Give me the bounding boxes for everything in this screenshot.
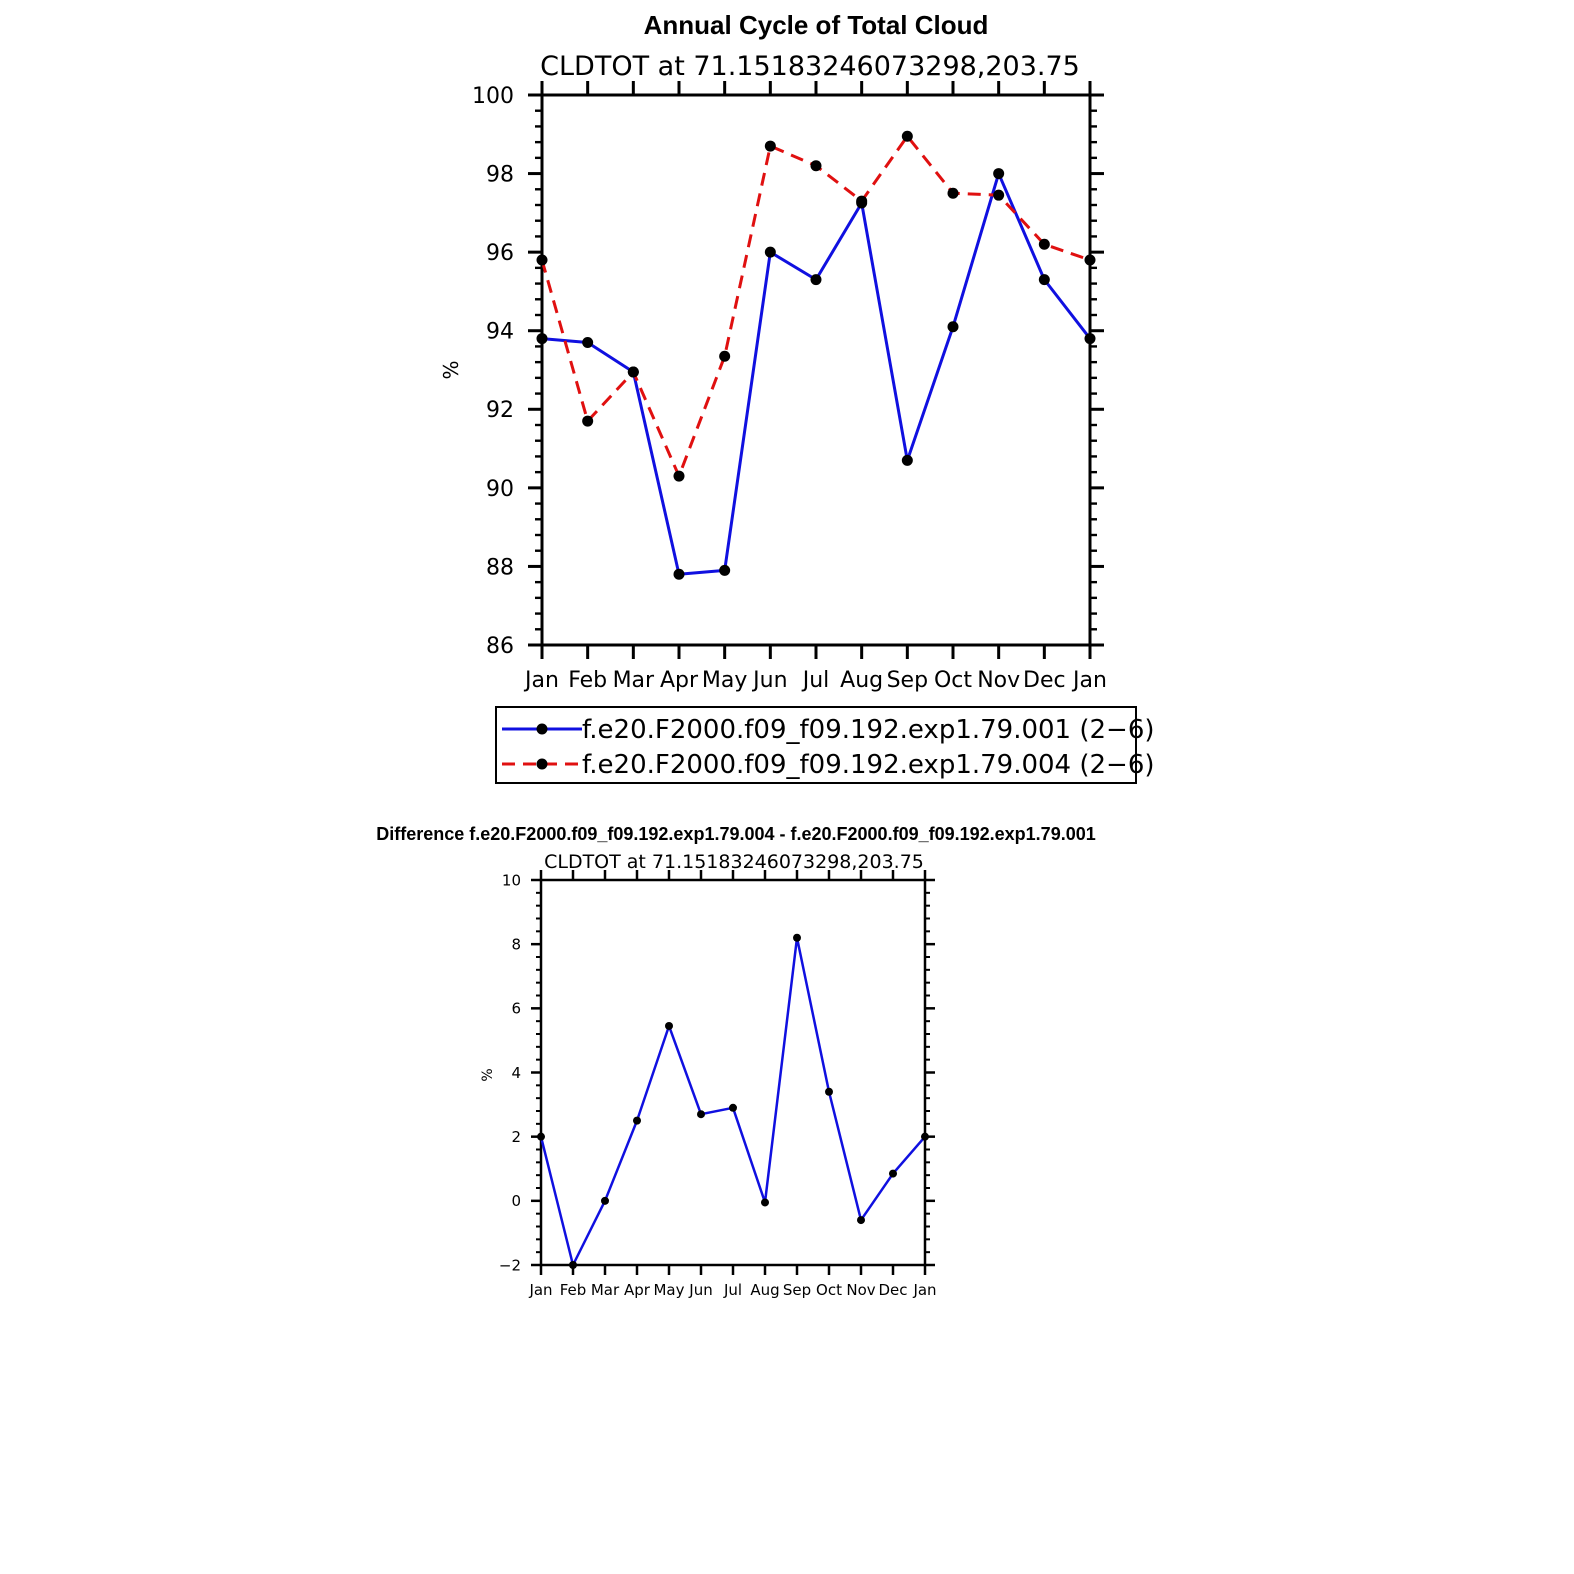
series-line-1 (539, 936, 926, 1267)
y-tick-label: 10 (502, 871, 521, 889)
plot-frame (539, 878, 927, 1267)
data-point-series-2 (901, 130, 913, 142)
x-tick-label: Jan (523, 668, 559, 693)
chart1-plot: Jan Feb Mar Apr May Jun Jul Aug Sep Oct Nov Dec Jan8… (472, 81, 1107, 693)
data-point-series-2 (673, 470, 685, 482)
x-tick-label: Oct (816, 1281, 842, 1299)
chart1-subtitle: CLDTOT at 71.15183246073298,203.75 (540, 51, 1080, 82)
data-point-series-2 (810, 160, 822, 172)
legend-label-series-2: f.e20.F2000.f09_f09.192.exp1.79.004 (2−6… (582, 750, 1155, 780)
data-point-series-2 (947, 187, 959, 199)
data-point-series-2 (764, 140, 776, 152)
x-tick-label: Nov (846, 1281, 875, 1299)
legend-label-series-1: f.e20.F2000.f09_f09.192.exp1.79.001 (2−6… (582, 715, 1155, 745)
chart2-plot: Jan Feb Mar Apr May Jun Jul Aug Sep Oct Nov Dec Jan−… (499, 870, 937, 1299)
data-point-series-2 (993, 189, 1005, 201)
x-tick-label: Oct (934, 668, 972, 693)
data-point-series-1 (889, 1169, 897, 1178)
chart2-title: Difference f.e20.F2000.f09_f09.192.exp1.… (376, 824, 1095, 844)
x-tick-label: Jul (801, 668, 830, 693)
data-point-series-1 (793, 933, 801, 942)
chart1-legend: f.e20.F2000.f09_f09.192.exp1.79.001 (2−6… (495, 706, 1155, 784)
y-tick-label: 2 (511, 1128, 521, 1146)
x-tick-label: Apr (660, 668, 699, 693)
x-tick-label: Nov (977, 668, 1020, 693)
x-tick-label: Jan (528, 1281, 552, 1299)
y-tick-label: 86 (486, 634, 514, 659)
data-point-series-1 (697, 1110, 705, 1119)
y-tick-label: 6 (511, 1000, 521, 1018)
data-point-series-1 (536, 333, 548, 345)
y-tick-label: 96 (486, 241, 514, 266)
data-point-series-1 (633, 1116, 641, 1125)
y-tick-label: 8 (511, 936, 521, 954)
chart2-ylabel: % (480, 1068, 496, 1081)
data-point-series-2 (1038, 238, 1050, 250)
data-point-series-1 (921, 1132, 929, 1141)
data-point-series-1 (537, 1132, 545, 1141)
x-tick-label: Sep (887, 668, 928, 693)
data-point-series-2 (582, 415, 594, 427)
legend-marker-series-2 (536, 758, 548, 770)
chart1-title: Annual Cycle of Total Cloud (644, 10, 989, 40)
data-point-series-1 (764, 246, 776, 258)
x-tick-label: Aug (750, 1281, 779, 1299)
x-tick-label: Aug (840, 668, 883, 693)
x-tick-label: Jan (912, 1281, 936, 1299)
data-point-series-1 (825, 1087, 833, 1096)
data-point-series-1 (569, 1261, 577, 1269)
x-tick-label: Dec (1023, 668, 1066, 693)
data-point-series-1 (729, 1103, 737, 1112)
data-point-series-2 (627, 366, 639, 378)
data-point-series-1 (1084, 333, 1096, 345)
y-tick-label: 90 (486, 477, 514, 502)
y-tick-label: −2 (499, 1256, 521, 1274)
x-tick-label: Dec (878, 1281, 907, 1299)
x-tick-label: May (702, 668, 747, 693)
y-tick-label: 98 (486, 162, 514, 187)
x-tick-label: Jun (751, 668, 787, 693)
y-tick-label: 4 (511, 1064, 521, 1082)
data-point-series-1 (665, 1021, 673, 1030)
data-point-series-1 (601, 1196, 609, 1205)
data-point-series-1 (582, 337, 594, 348)
x-tick-label: Jan (1071, 668, 1107, 693)
chart1-ylabel: % (439, 360, 463, 379)
data-point-series-1 (901, 454, 913, 466)
x-tick-label: May (653, 1281, 684, 1299)
x-tick-label: Jun (688, 1281, 712, 1299)
y-tick-label: 88 (486, 555, 514, 580)
y-tick-label: 100 (472, 84, 514, 109)
series-line-2 (540, 134, 1091, 478)
data-point-series-2 (856, 195, 868, 207)
x-tick-label: Feb (560, 1281, 587, 1299)
data-point-series-1 (719, 564, 731, 576)
x-tick-label: Sep (783, 1281, 811, 1299)
y-tick-label: 0 (511, 1192, 521, 1210)
series-line-1 (541, 172, 1092, 576)
plot-frame (540, 93, 1092, 647)
data-point-series-2 (536, 254, 548, 266)
x-tick-label: Mar (613, 668, 655, 693)
data-point-series-1 (993, 168, 1005, 180)
data-point-series-1 (857, 1216, 865, 1225)
y-tick-label: 92 (486, 398, 514, 423)
data-point-series-1 (810, 274, 822, 286)
data-point-series-1 (947, 321, 959, 333)
chart2-subtitle: CLDTOT at 71.15183246073298,203.75 (544, 851, 924, 873)
x-tick-label: Apr (624, 1281, 651, 1299)
y-tick-label: 94 (486, 320, 514, 345)
x-tick-label: Feb (568, 668, 607, 693)
legend-frame (495, 706, 1137, 784)
x-tick-label: Mar (591, 1281, 620, 1299)
data-point-series-1 (761, 1198, 769, 1207)
x-tick-label: Jul (723, 1281, 742, 1299)
data-point-series-2 (719, 350, 731, 362)
data-point-series-1 (673, 568, 685, 580)
legend-marker-series-1 (536, 723, 548, 735)
data-point-series-2 (1084, 254, 1096, 266)
data-point-series-1 (1038, 274, 1050, 286)
